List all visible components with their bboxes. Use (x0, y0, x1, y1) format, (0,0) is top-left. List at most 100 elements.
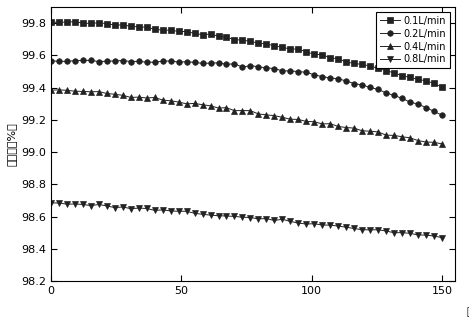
0.8L/min (256, 217, 261, 221)
0.4L/min (375, 130, 381, 134)
0.8L/min (152, 208, 158, 212)
0.4L/min (64, 88, 70, 92)
0.4L/min (120, 94, 126, 97)
0.1L/min (383, 69, 389, 73)
0.8L/min (399, 231, 405, 234)
0.1L/min (64, 20, 70, 24)
0.4L/min (335, 125, 341, 129)
0.2L/min (399, 96, 405, 100)
0.2L/min (64, 60, 70, 63)
0.8L/min (56, 201, 62, 205)
0.2L/min (415, 102, 421, 106)
0.2L/min (136, 60, 142, 63)
0.2L/min (160, 59, 166, 63)
0.2L/min (280, 69, 285, 73)
0.4L/min (383, 133, 389, 137)
Text: 时间（min）: 时间（min） (466, 306, 469, 316)
0.4L/min (72, 89, 78, 93)
0.1L/min (280, 45, 285, 49)
0.8L/min (351, 227, 357, 231)
0.2L/min (56, 59, 62, 63)
0.8L/min (64, 202, 70, 206)
0.1L/min (88, 22, 94, 26)
0.4L/min (351, 126, 357, 130)
0.1L/min (216, 34, 221, 38)
0.4L/min (248, 109, 253, 112)
0.2L/min (200, 61, 205, 65)
0.2L/min (295, 70, 301, 74)
0.4L/min (280, 115, 285, 119)
0.8L/min (184, 209, 189, 213)
0.1L/min (311, 52, 317, 56)
0.4L/min (303, 119, 309, 123)
0.2L/min (359, 83, 365, 87)
0.1L/min (48, 20, 54, 24)
0.8L/min (367, 228, 373, 232)
0.8L/min (359, 228, 365, 232)
0.4L/min (343, 126, 349, 129)
0.2L/min (391, 94, 397, 97)
0.1L/min (56, 21, 62, 25)
0.1L/min (240, 38, 245, 42)
0.8L/min (72, 202, 78, 206)
0.8L/min (423, 233, 429, 237)
0.1L/min (264, 42, 269, 46)
Line: 0.2L/min: 0.2L/min (48, 58, 445, 118)
0.4L/min (144, 96, 150, 100)
0.1L/min (200, 33, 205, 37)
0.2L/min (144, 60, 150, 64)
0.4L/min (439, 142, 445, 146)
0.1L/min (343, 60, 349, 64)
0.4L/min (415, 139, 421, 143)
0.8L/min (136, 206, 142, 210)
0.2L/min (184, 60, 189, 64)
0.2L/min (192, 60, 197, 64)
0.1L/min (224, 35, 229, 39)
0.1L/min (256, 42, 261, 45)
0.4L/min (391, 133, 397, 137)
0.8L/min (264, 217, 269, 221)
0.2L/min (120, 59, 126, 62)
0.1L/min (287, 47, 293, 51)
0.8L/min (415, 233, 421, 237)
0.1L/min (232, 38, 237, 42)
0.4L/min (311, 120, 317, 124)
0.4L/min (216, 106, 221, 110)
0.4L/min (423, 140, 429, 144)
0.8L/min (120, 205, 126, 209)
0.8L/min (176, 209, 182, 213)
0.4L/min (256, 112, 261, 116)
0.4L/min (232, 109, 237, 112)
Line: 0.4L/min: 0.4L/min (48, 87, 445, 147)
0.4L/min (287, 117, 293, 121)
0.2L/min (335, 77, 341, 81)
0.8L/min (280, 217, 285, 221)
0.8L/min (216, 214, 221, 218)
0.4L/min (168, 99, 174, 103)
0.4L/min (264, 113, 269, 117)
0.8L/min (232, 215, 237, 218)
0.2L/min (88, 59, 94, 62)
0.4L/min (184, 102, 189, 106)
0.4L/min (319, 122, 325, 126)
0.1L/min (399, 74, 405, 78)
0.2L/min (311, 73, 317, 77)
0.2L/min (367, 86, 373, 90)
0.2L/min (80, 59, 86, 62)
0.8L/min (311, 222, 317, 226)
0.2L/min (264, 66, 269, 70)
0.8L/min (208, 213, 213, 217)
0.2L/min (112, 59, 118, 63)
0.1L/min (303, 50, 309, 54)
0.4L/min (272, 114, 277, 118)
0.4L/min (96, 90, 102, 94)
0.4L/min (80, 90, 86, 94)
0.8L/min (128, 207, 134, 211)
0.8L/min (319, 223, 325, 227)
0.1L/min (415, 77, 421, 81)
0.8L/min (272, 218, 277, 222)
0.1L/min (272, 44, 277, 48)
0.8L/min (192, 211, 197, 215)
0.8L/min (80, 202, 86, 206)
0.8L/min (240, 215, 245, 219)
